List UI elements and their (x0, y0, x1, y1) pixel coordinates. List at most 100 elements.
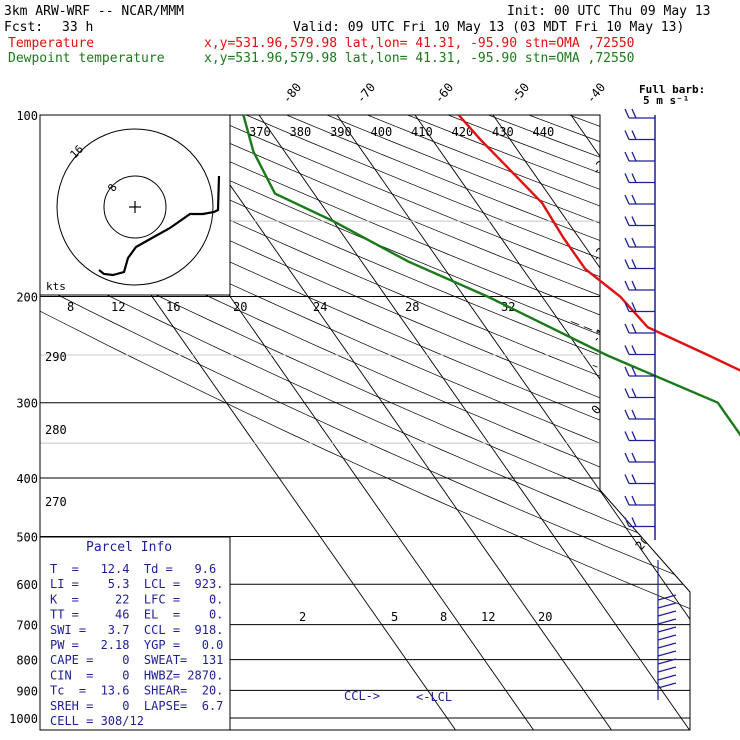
pressure-tick-label: 900 (16, 684, 38, 698)
hodograph-ring-inner (103, 175, 167, 239)
wind-barbs (624, 108, 677, 700)
dry-adiabat (40, 172, 740, 476)
parcel-info-line: Tc = 13.6 SHEAR= 20. (50, 684, 223, 698)
theta-labels: 370 380 390 400 410 420 430 440 (249, 125, 554, 139)
theta-e-labels: 290 280 270 (45, 350, 67, 509)
wind-barb (624, 173, 655, 184)
mixing-ratio-label: 16 (166, 300, 180, 314)
legend-dewpoint-label: Dewpoint temperature (8, 51, 165, 66)
theta-e-label: 280 (45, 423, 67, 437)
legend-dewpoint-info: x,y=531.96,579.98 lat,lon= 41.31, -95.90… (204, 51, 634, 66)
wind-barb (624, 517, 655, 528)
isotherm-line (180, 115, 613, 730)
wind-barb (624, 345, 655, 356)
wind-barb (624, 495, 655, 506)
parcel-info-line: SREH = 0 LAPSE= 6.7 (50, 699, 223, 713)
wind-barb (624, 452, 655, 463)
isotherm-label: -60 (432, 80, 457, 106)
model-title: 3km ARW-WRF -- NCAR/MMM (4, 4, 184, 19)
dry-adiabat (40, 151, 740, 454)
wind-barb (624, 474, 655, 485)
mixing-ratio-label: 5 (391, 610, 398, 624)
mixing-ratio-label: 12 (481, 610, 495, 624)
wind-barb (657, 594, 677, 601)
pressure-tick-label: 700 (16, 619, 38, 633)
pressure-tick-label: 800 (16, 654, 38, 668)
wind-barb (624, 366, 655, 377)
dry-adiabat (40, 285, 740, 602)
wind-barb (657, 618, 677, 625)
mixing-ratio-label: 8 (67, 300, 74, 314)
parcel-info-line: SWI = 3.7 CCL = 918. (50, 623, 223, 637)
wind-barb (624, 237, 655, 248)
pressure-tick-label: 400 (16, 472, 38, 486)
wind-barb (624, 280, 655, 291)
parcel-info-line: TT = 46 EL = 0. (50, 608, 223, 622)
parcel-info-line: T = 12.4 Td = 9.6 (50, 562, 216, 576)
wind-barb (624, 194, 655, 205)
parcel-info-title: Parcel Info (86, 540, 172, 555)
theta-label: 420 (452, 125, 474, 139)
mixing-ratio-label: 12 (111, 300, 125, 314)
mixing-ratio-label: 24 (313, 300, 327, 314)
mixing-ratio-label: 20 (538, 610, 552, 624)
isotherm-label: -50 (508, 80, 533, 106)
wind-barb (624, 216, 655, 227)
parcel-info-line: CIN = 0 HWBZ= 2870. (50, 668, 223, 682)
forecast-label: Fcst: (4, 20, 43, 35)
parcel-info-line: CAPE = 0 SWEAT= 131 (50, 653, 223, 667)
parcel-info-line: CELL = 308/12 (50, 714, 144, 728)
theta-label: 370 (249, 125, 271, 139)
pressure-tick-label: 600 (16, 578, 38, 592)
wind-barb (657, 626, 677, 633)
wind-barb (624, 259, 655, 270)
mixing-ratio-labels-upper: 8 12 16 20 24 28 32 (67, 300, 515, 314)
mixing-ratio-label: 28 (405, 300, 419, 314)
wind-barb (657, 642, 677, 649)
pressure-tick-label: 500 (16, 530, 38, 544)
legend-temperature-info: x,y=531.96,579.98 lat,lon= 41.31, -95.90… (204, 36, 634, 51)
mixing-ratio-label: 2 (299, 610, 306, 624)
init-time: Init: 00 UTC Thu 09 May 13 (507, 4, 711, 19)
legend-temperature-label: Temperature (8, 36, 94, 51)
pressure-tick-label: 300 (16, 397, 38, 411)
wind-barb (657, 674, 677, 681)
hodograph: kts 8 16 (39, 114, 231, 296)
wind-barb (657, 610, 677, 617)
theta-label: 380 (290, 125, 312, 139)
theta-label: 400 (371, 125, 393, 139)
valid-time: Valid: 09 UTC Fri 10 May 13 (03 MDT Fri … (293, 20, 684, 35)
dry-adiabat (40, 193, 740, 500)
wind-barb (624, 409, 655, 420)
dry-adiabat (40, 215, 740, 524)
isotherm-line (258, 115, 691, 730)
isotherm-label: -80 (280, 80, 305, 106)
dry-adiabat (40, 131, 740, 432)
wind-barb (624, 130, 655, 141)
barb-legend-line2: 5 m s⁻¹ (643, 94, 689, 107)
parcel-info-line: LI = 5.3 LCL = 923. (50, 577, 223, 591)
temperature-line (457, 114, 740, 372)
parcel-info-box: Parcel Info T = 12.4 Td = 9.6LI = 5.3 LC… (39, 536, 231, 731)
dewpoint-line (242, 114, 740, 437)
wind-barb (624, 108, 655, 119)
dry-adiabat (40, 238, 740, 549)
theta-label: 440 (533, 125, 555, 139)
theta-e-label: 270 (45, 495, 67, 509)
ccl-marker: CCL-> (344, 689, 380, 703)
theta-label: 430 (492, 125, 514, 139)
hodograph-ring-outer (56, 128, 214, 286)
forecast-hour: 33 h (62, 20, 93, 35)
isotherm-label: -70 (354, 80, 379, 106)
dry-adiabat (40, 310, 740, 630)
theta-label: 410 (411, 125, 433, 139)
mixing-ratio-label: 20 (233, 300, 247, 314)
theta-e-label: 290 (45, 350, 67, 364)
wind-barb (624, 323, 655, 334)
theta-label: 390 (330, 125, 352, 139)
wind-barb (624, 388, 655, 399)
parcel-info-line: PW = 2.18 YGP = 0.0 (50, 638, 223, 652)
pressure-tick-label: 200 (16, 291, 38, 305)
barb-legend-line1: Full barb: (639, 83, 705, 96)
